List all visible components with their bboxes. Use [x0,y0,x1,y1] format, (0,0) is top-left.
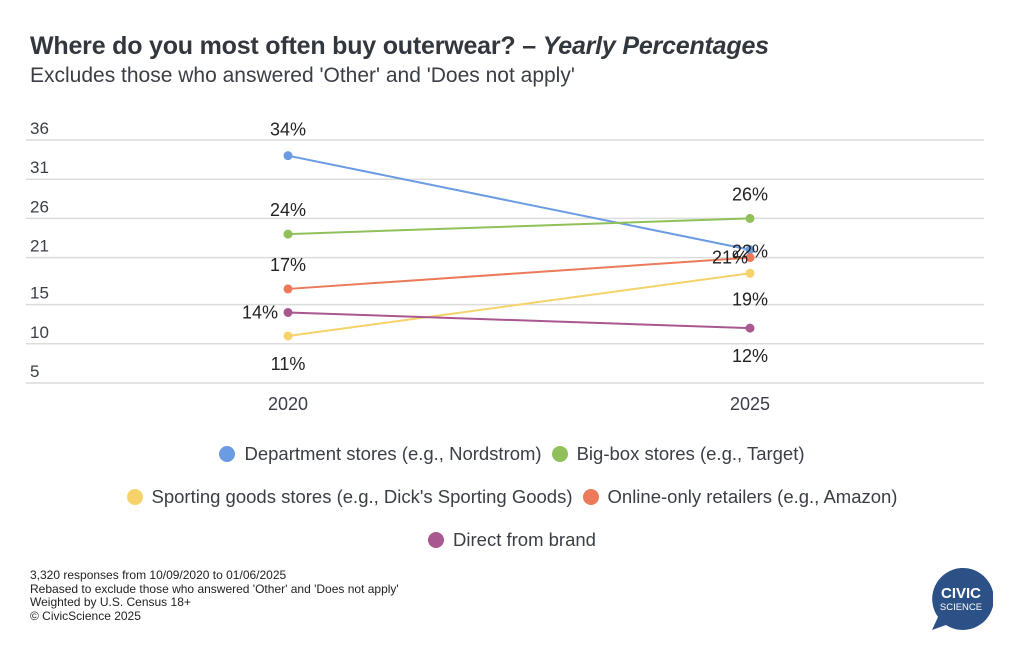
x-tick-label: 2020 [268,394,308,414]
data-point [745,213,755,223]
legend-swatch-icon [219,446,236,462]
data-point [745,323,755,333]
legend-label: Online-only retailers (e.g., Amazon) [607,486,898,507]
data-point [745,245,755,255]
data-label: 26% [732,184,768,204]
legend-label: Sporting goods stores (e.g., Dick's Spor… [151,486,573,507]
y-tick-label: 5 [30,362,39,381]
legend-item[interactable]: Direct from brand [428,529,596,551]
data-point [283,229,293,239]
logo-line2: SCIENCE [940,602,982,613]
y-tick-label: 21 [30,237,49,256]
line-chart: 5 10 15 21 26 31 36 2020 2025 34% 22% 24% 26% 11% 19% 1… [26,119,984,414]
data-label: 24% [270,200,306,220]
data-label: 22% [732,242,768,262]
logo-line1: CIVIC [941,585,981,602]
data-point [745,253,755,263]
data-point [283,307,293,317]
series-line [287,217,751,236]
legend-swatch-icon [551,446,568,462]
y-tick-label: 15 [30,284,49,303]
series-line [287,311,751,330]
data-point [283,151,293,161]
speech-bubble-icon [932,567,993,630]
legend-row: Department stores (e.g., Nordstrom) Big-b… [0,443,1024,465]
civicscience-logo: CIVIC SCIENCE [932,567,993,630]
series-line [287,154,751,251]
legend-swatch-icon [126,489,143,505]
y-tick-label: 36 [30,119,49,138]
footnote-copyright: © CivicScience 2025 [30,608,141,623]
legend-label: Big-box stores (e.g., Target) [576,443,805,464]
data-label: 17% [270,255,306,275]
legend-row: Direct from brand [0,529,1024,551]
y-tick-label: 31 [30,158,49,177]
data-label: 11% [271,354,306,374]
data-point [283,331,293,341]
series-line [287,256,751,290]
data-label: 12% [732,346,768,366]
chart-title: Where do you most often buy outerwear? –… [30,32,769,61]
data-label: 19% [732,289,768,309]
legend-item[interactable]: Online-only retailers (e.g., Amazon) [582,486,898,508]
data-label: 14% [242,302,278,322]
legend-item[interactable]: Department stores (e.g., Nordstrom) [219,443,542,465]
data-label: 34% [270,120,306,140]
legend-label: Direct from brand [453,529,596,550]
data-point [745,268,755,278]
legend-swatch-icon [582,489,599,505]
legend-swatch-icon [428,532,445,548]
legend-item[interactable]: Sporting goods stores (e.g., Dick's Spor… [126,486,573,508]
legend-item[interactable]: Big-box stores (e.g., Target) [551,443,805,465]
series-line [287,272,751,337]
title-italic: Yearly Percentages [542,32,769,60]
footnotes: 3,320 responses from 10/09/2020 to 01/06… [30,568,399,623]
footnote-rebased: Rebased to exclude those who answered 'O… [30,581,399,596]
x-tick-label: 2025 [730,394,770,414]
footnote-weighted: Weighted by U.S. Census 18+ [30,595,191,609]
footnote-responses: 3,320 responses from 10/09/2020 to 01/06… [30,568,287,582]
title-main: Where do you most often buy outerwear? – [30,32,543,60]
legend-row: Sporting goods stores (e.g., Dick's Spor… [0,486,1024,508]
legend-label: Department stores (e.g., Nordstrom) [244,443,542,464]
y-tick-label: 26 [30,197,49,216]
chart-subtitle: Excludes those who answered 'Other' and … [30,64,575,87]
data-point [283,284,293,294]
data-label: 21% [712,248,748,268]
y-tick-label: 10 [30,323,49,342]
